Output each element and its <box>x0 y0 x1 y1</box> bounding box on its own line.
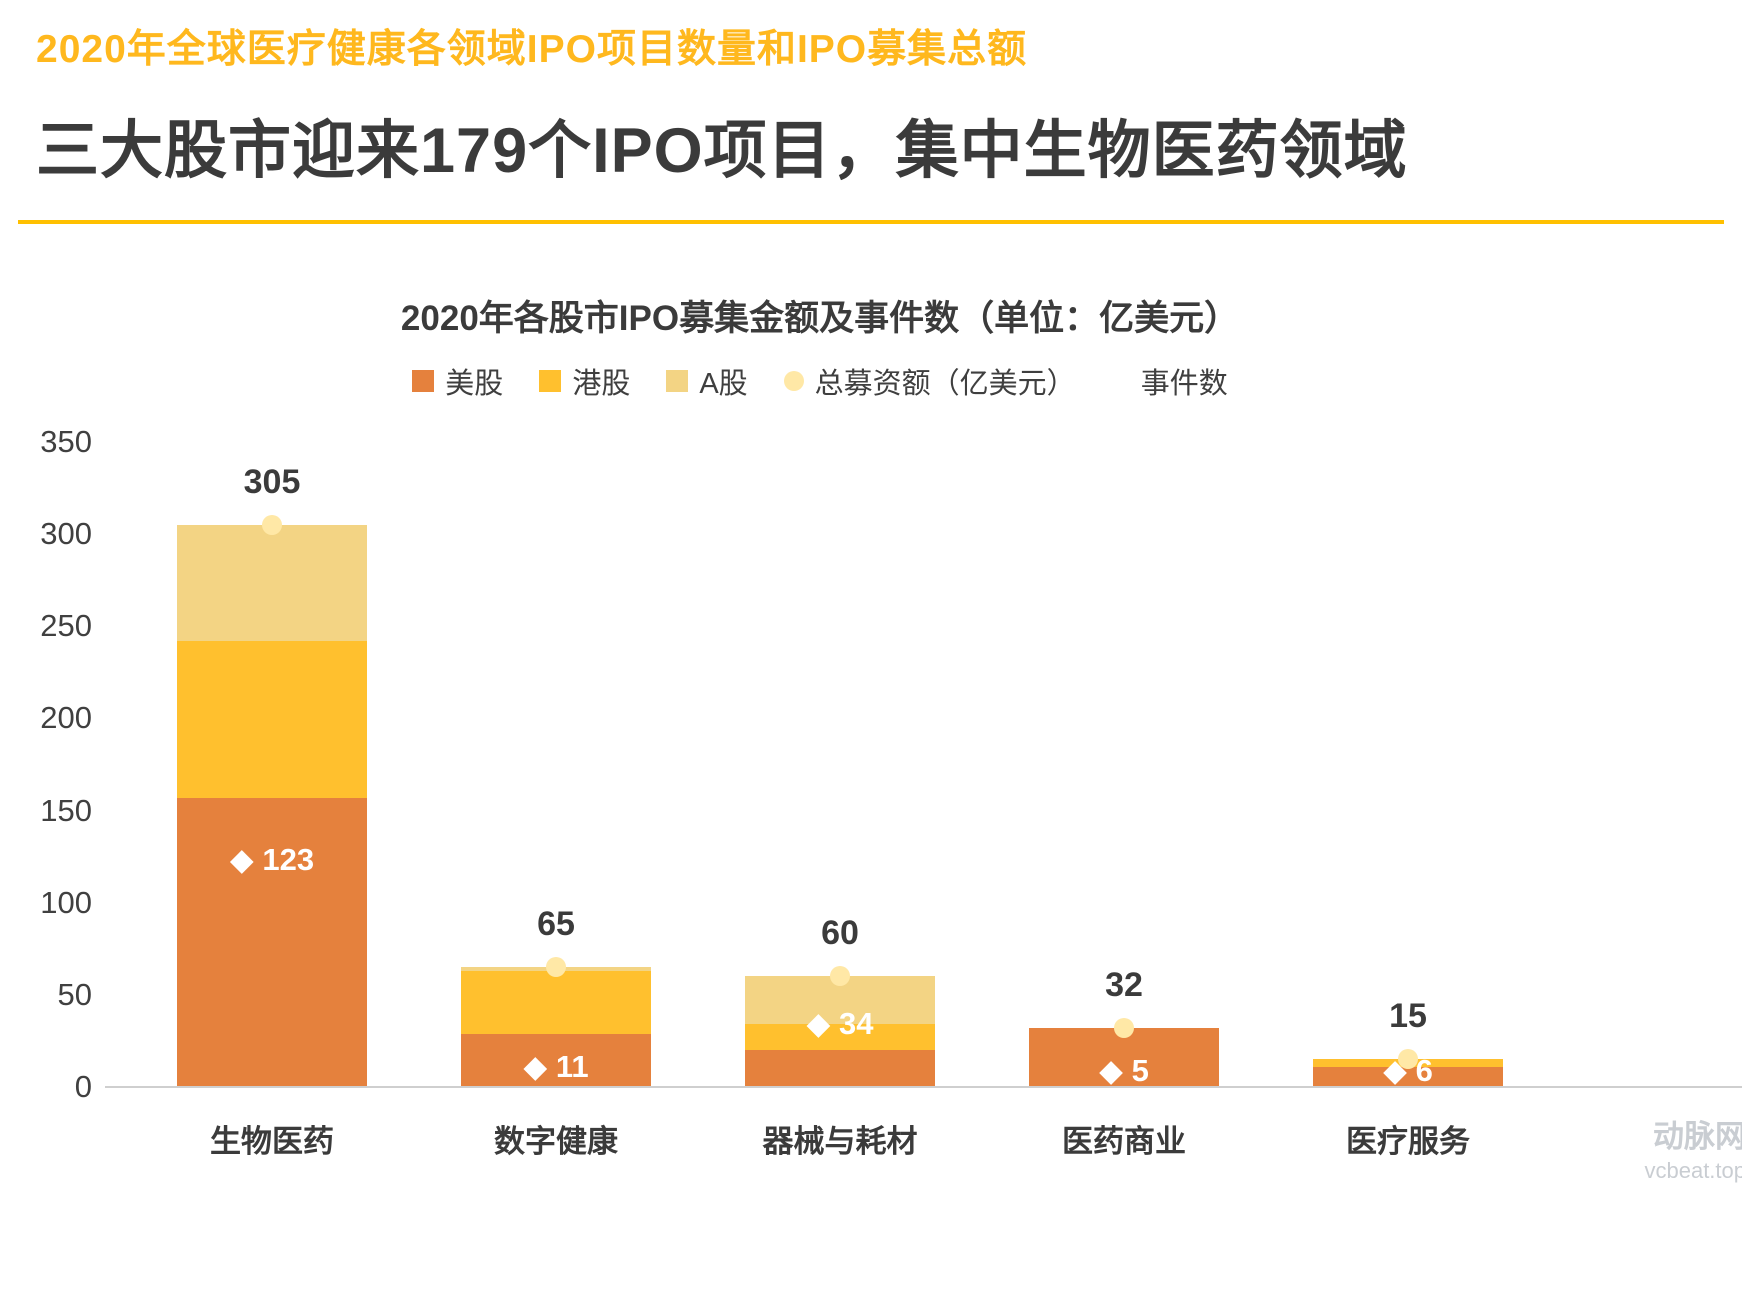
accent-divider <box>18 220 1724 224</box>
bar-group: 65 ◆ 11 <box>414 442 698 1087</box>
bar-segment-美股 <box>745 1050 935 1087</box>
total-label: 305 <box>243 462 301 501</box>
event-count-label: ◆ 6 <box>1383 1053 1433 1088</box>
total-label: 65 <box>537 905 575 944</box>
y-axis: 0 50 100 150 200 250 300 350 <box>0 426 100 1103</box>
us-legend-marker-icon <box>412 370 435 392</box>
event-count-label: ◆ 11 <box>523 1048 589 1084</box>
plot-area: 305 ◆ 123 65 ◆ 11 60 ◆ 34 32 ◆ 5 15 ◆ 6 <box>130 442 1550 1087</box>
bar-segment-美股 <box>461 1033 651 1087</box>
legend-item-us: 美股 <box>412 360 503 402</box>
watermark-url: vcbeat.top <box>1644 1157 1742 1183</box>
legend-label: A股 <box>699 368 748 400</box>
bar-group: 60 ◆ 34 <box>698 442 982 1087</box>
category-labels: 生物医药 数字健康 器械与耗材 医药商业 医疗服务 <box>130 1116 1550 1161</box>
total-marker-icon <box>830 966 850 987</box>
bar-segment-A股 <box>177 524 367 642</box>
category-label: 医药商业 <box>1062 1124 1186 1159</box>
a-legend-marker-icon <box>666 370 689 392</box>
hk-legend-marker-icon <box>539 370 562 392</box>
bar-group: 32 ◆ 5 <box>982 442 1266 1087</box>
event-count-label: ◆ 5 <box>1099 1053 1149 1088</box>
bar-group: 305 ◆ 123 <box>130 442 414 1087</box>
watermark-brand: 动脉网 <box>1653 1119 1742 1154</box>
event-count-label: ◆ 123 <box>229 842 315 878</box>
total-label: 60 <box>821 914 859 953</box>
legend-label: 港股 <box>572 368 631 400</box>
bar-segment-美股 <box>177 797 367 1087</box>
y-tick-label: 250 <box>40 608 92 644</box>
legend-item-a: A股 <box>666 360 748 402</box>
y-tick-label: 350 <box>40 424 92 459</box>
total-marker-icon <box>1398 1049 1418 1070</box>
category-label: 生物医药 <box>210 1124 334 1159</box>
category-label: 数字健康 <box>494 1124 618 1159</box>
bar-segment-港股 <box>177 641 367 798</box>
legend-label: 美股 <box>445 368 504 400</box>
x-axis-baseline <box>105 1086 1742 1088</box>
y-tick-label: 0 <box>74 1069 92 1104</box>
legend-label: 总募资额（亿美元） <box>814 368 1076 400</box>
category-label: 器械与耗材 <box>762 1124 918 1159</box>
legend-item-total: 总募资额（亿美元） <box>783 360 1076 402</box>
bar-segment-港股 <box>745 1024 935 1051</box>
total-marker-icon <box>262 514 282 535</box>
category-label: 医疗服务 <box>1346 1124 1470 1159</box>
y-tick-label: 150 <box>40 792 92 828</box>
total-label: 15 <box>1389 997 1427 1036</box>
bar-group: 15 ◆ 6 <box>1266 442 1550 1087</box>
stacked-bar <box>745 976 935 1087</box>
bar-segment-港股 <box>461 970 651 1034</box>
bar-segment-美股 <box>1313 1066 1503 1087</box>
event-count-label: ◆ 34 <box>806 1006 874 1042</box>
page-title: 三大股市迎来179个IPO项目，集中生物医药领域 <box>36 116 1408 186</box>
y-tick-label: 200 <box>40 700 92 736</box>
total-legend-marker-icon <box>783 371 804 391</box>
stacked-bar <box>177 524 367 1087</box>
total-marker-icon <box>546 957 566 978</box>
legend-label: 事件数 <box>1140 368 1228 400</box>
report-subtitle: 2020年全球医疗健康各领域IPO项目数量和IPO募集总额 <box>36 28 1028 71</box>
total-marker-icon <box>1114 1018 1134 1039</box>
total-label: 32 <box>1105 966 1143 1005</box>
legend-item-hk: 港股 <box>539 360 630 402</box>
y-tick-label: 50 <box>57 976 92 1012</box>
y-tick-label: 300 <box>40 516 92 552</box>
chart-title: 2020年各股市IPO募集金额及事件数（单位：亿美元） <box>400 299 1240 338</box>
events-legend-marker-icon <box>1107 368 1134 394</box>
watermark: 动脉网 vcbeat.top <box>1644 1118 1742 1184</box>
y-tick-label: 100 <box>40 884 92 920</box>
legend-item-events: 事件数 <box>1107 360 1228 402</box>
legend: 美股 港股 A股 总募资额（亿美元） 事件数 <box>0 360 1640 402</box>
